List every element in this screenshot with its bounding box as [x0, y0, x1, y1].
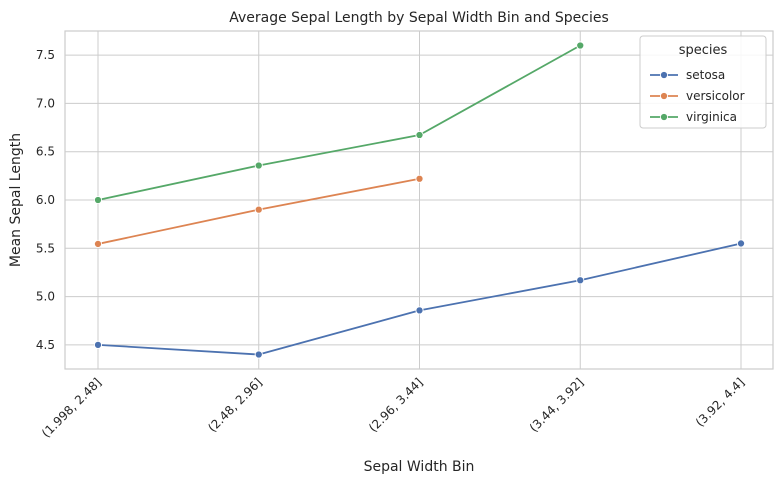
chart-title: Average Sepal Length by Sepal Width Bin …	[229, 10, 609, 26]
legend-marker	[659, 112, 669, 122]
legend-label: versicolor	[686, 89, 745, 103]
y-tick-label: 7.0	[36, 96, 55, 110]
legend: species setosa versicolor virginica	[639, 35, 767, 129]
series-setosa	[93, 239, 746, 359]
legend-title: species	[679, 43, 728, 58]
legend-box	[639, 35, 767, 129]
series-versicolor	[93, 174, 424, 248]
legend-item-versicolor: versicolor	[650, 89, 745, 103]
data-point	[415, 130, 424, 140]
data-point	[254, 205, 263, 214]
x-axis-label: Sepal Width Bin	[364, 459, 475, 475]
y-axis-ticks: 4.5 5.0 5.5 6.0 6.5 7.0 7.5	[36, 48, 55, 352]
series-virginica	[93, 41, 585, 205]
data-point	[415, 174, 424, 183]
plot-frame	[64, 30, 774, 370]
y-tick-label: 4.5	[36, 338, 55, 352]
y-tick-label: 5.0	[36, 290, 55, 304]
data-point	[576, 276, 585, 285]
y-tick-label: 6.0	[36, 193, 55, 207]
x-axis-ticks: (1.998, 2.48] (2.48, 2.96] (2.96, 3.44] (3.…	[39, 375, 747, 440]
data-point	[93, 340, 103, 349]
legend-marker	[659, 70, 669, 80]
y-tick-label: 7.5	[36, 48, 55, 62]
x-tick-label: (2.48, 2.96]	[205, 375, 265, 435]
data-point	[93, 239, 103, 248]
data-point	[415, 306, 424, 315]
data-point	[93, 195, 103, 205]
series-line	[97, 44, 581, 201]
y-axis-label: Mean Sepal Length	[8, 133, 24, 267]
legend-label: virginica	[686, 110, 737, 124]
data-point	[254, 350, 263, 359]
x-tick-label: (3.92, 4.4]	[693, 375, 747, 429]
legend-marker	[659, 91, 669, 101]
x-tick-label: (2.96, 3.44]	[366, 375, 426, 435]
x-tick-label: (3.44, 3.92]	[527, 375, 587, 435]
x-tick-label: (1.998, 2.48]	[39, 375, 104, 440]
legend-item-virginica: virginica	[650, 110, 737, 124]
series-group	[93, 41, 746, 359]
y-tick-label: 6.5	[36, 145, 55, 159]
legend-label: setosa	[686, 68, 725, 82]
legend-item-setosa: setosa	[650, 68, 725, 82]
data-point	[736, 239, 746, 248]
data-point	[254, 161, 263, 170]
y-tick-label: 5.5	[36, 241, 55, 255]
data-point	[576, 41, 585, 50]
